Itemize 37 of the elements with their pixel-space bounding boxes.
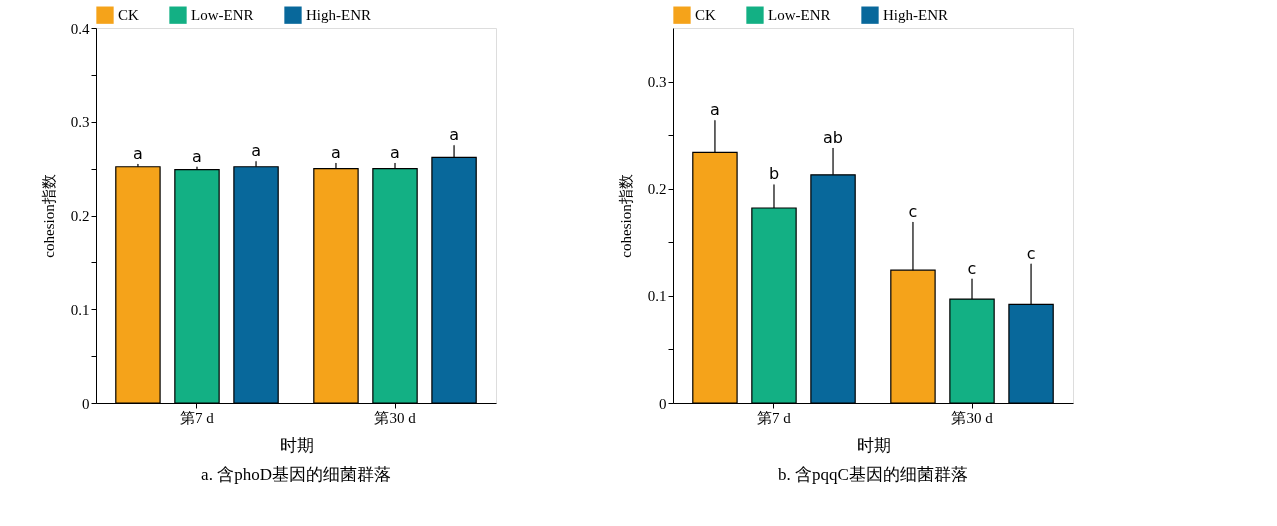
legend-label: CK bbox=[118, 7, 139, 24]
y-tick-label: 0.3 bbox=[647, 74, 667, 91]
legend-label: Low-ENR bbox=[768, 7, 831, 24]
legend-label: High-ENR bbox=[306, 7, 371, 24]
legend-label: CK bbox=[695, 7, 716, 24]
data-label: ab bbox=[823, 128, 844, 147]
y-tick-label: 0.2 bbox=[70, 208, 90, 224]
data-label: a bbox=[331, 143, 341, 162]
data-label: b bbox=[768, 164, 780, 184]
x-axis-title: 时期 bbox=[856, 435, 891, 455]
y-tick-label: 0.3 bbox=[70, 114, 90, 131]
data-label: c bbox=[967, 258, 977, 278]
data-label: a bbox=[192, 146, 202, 166]
y-tick-label: 0 bbox=[659, 395, 667, 412]
text: b. 含pqqC基因的细菌群落 bbox=[778, 465, 968, 484]
x-tick-label: 第7 d bbox=[180, 409, 215, 426]
legend-label: Low-ENR bbox=[191, 7, 254, 24]
y-tick-label: 0.1 bbox=[70, 301, 90, 318]
data-label: a bbox=[390, 143, 400, 162]
x-tick-label: 第30 d bbox=[374, 409, 417, 426]
data-label: a bbox=[133, 143, 143, 163]
y-tick-label: 0.4 bbox=[70, 20, 90, 37]
y-tick-label: 0 bbox=[82, 395, 90, 412]
y-tick-label: 0.2 bbox=[647, 181, 667, 198]
x-tick-label: 第7 d bbox=[757, 409, 792, 426]
data-label: a bbox=[710, 100, 720, 120]
data-label: a bbox=[449, 125, 459, 145]
legend-label: High-ENR bbox=[883, 7, 948, 24]
y-tick-label: 0.1 bbox=[647, 288, 667, 305]
data-label: c bbox=[1026, 243, 1036, 263]
data-label: c bbox=[908, 201, 918, 221]
y-axis-title: cohesion指数 bbox=[617, 174, 634, 258]
x-tick-label: 第30 d bbox=[951, 409, 994, 426]
y-axis-title: cohesion指数 bbox=[40, 174, 57, 258]
x-axis-title: 时期 bbox=[279, 435, 314, 455]
data-label: a bbox=[251, 141, 261, 161]
text: a. 含phoD基因的细菌群落 bbox=[201, 465, 391, 484]
